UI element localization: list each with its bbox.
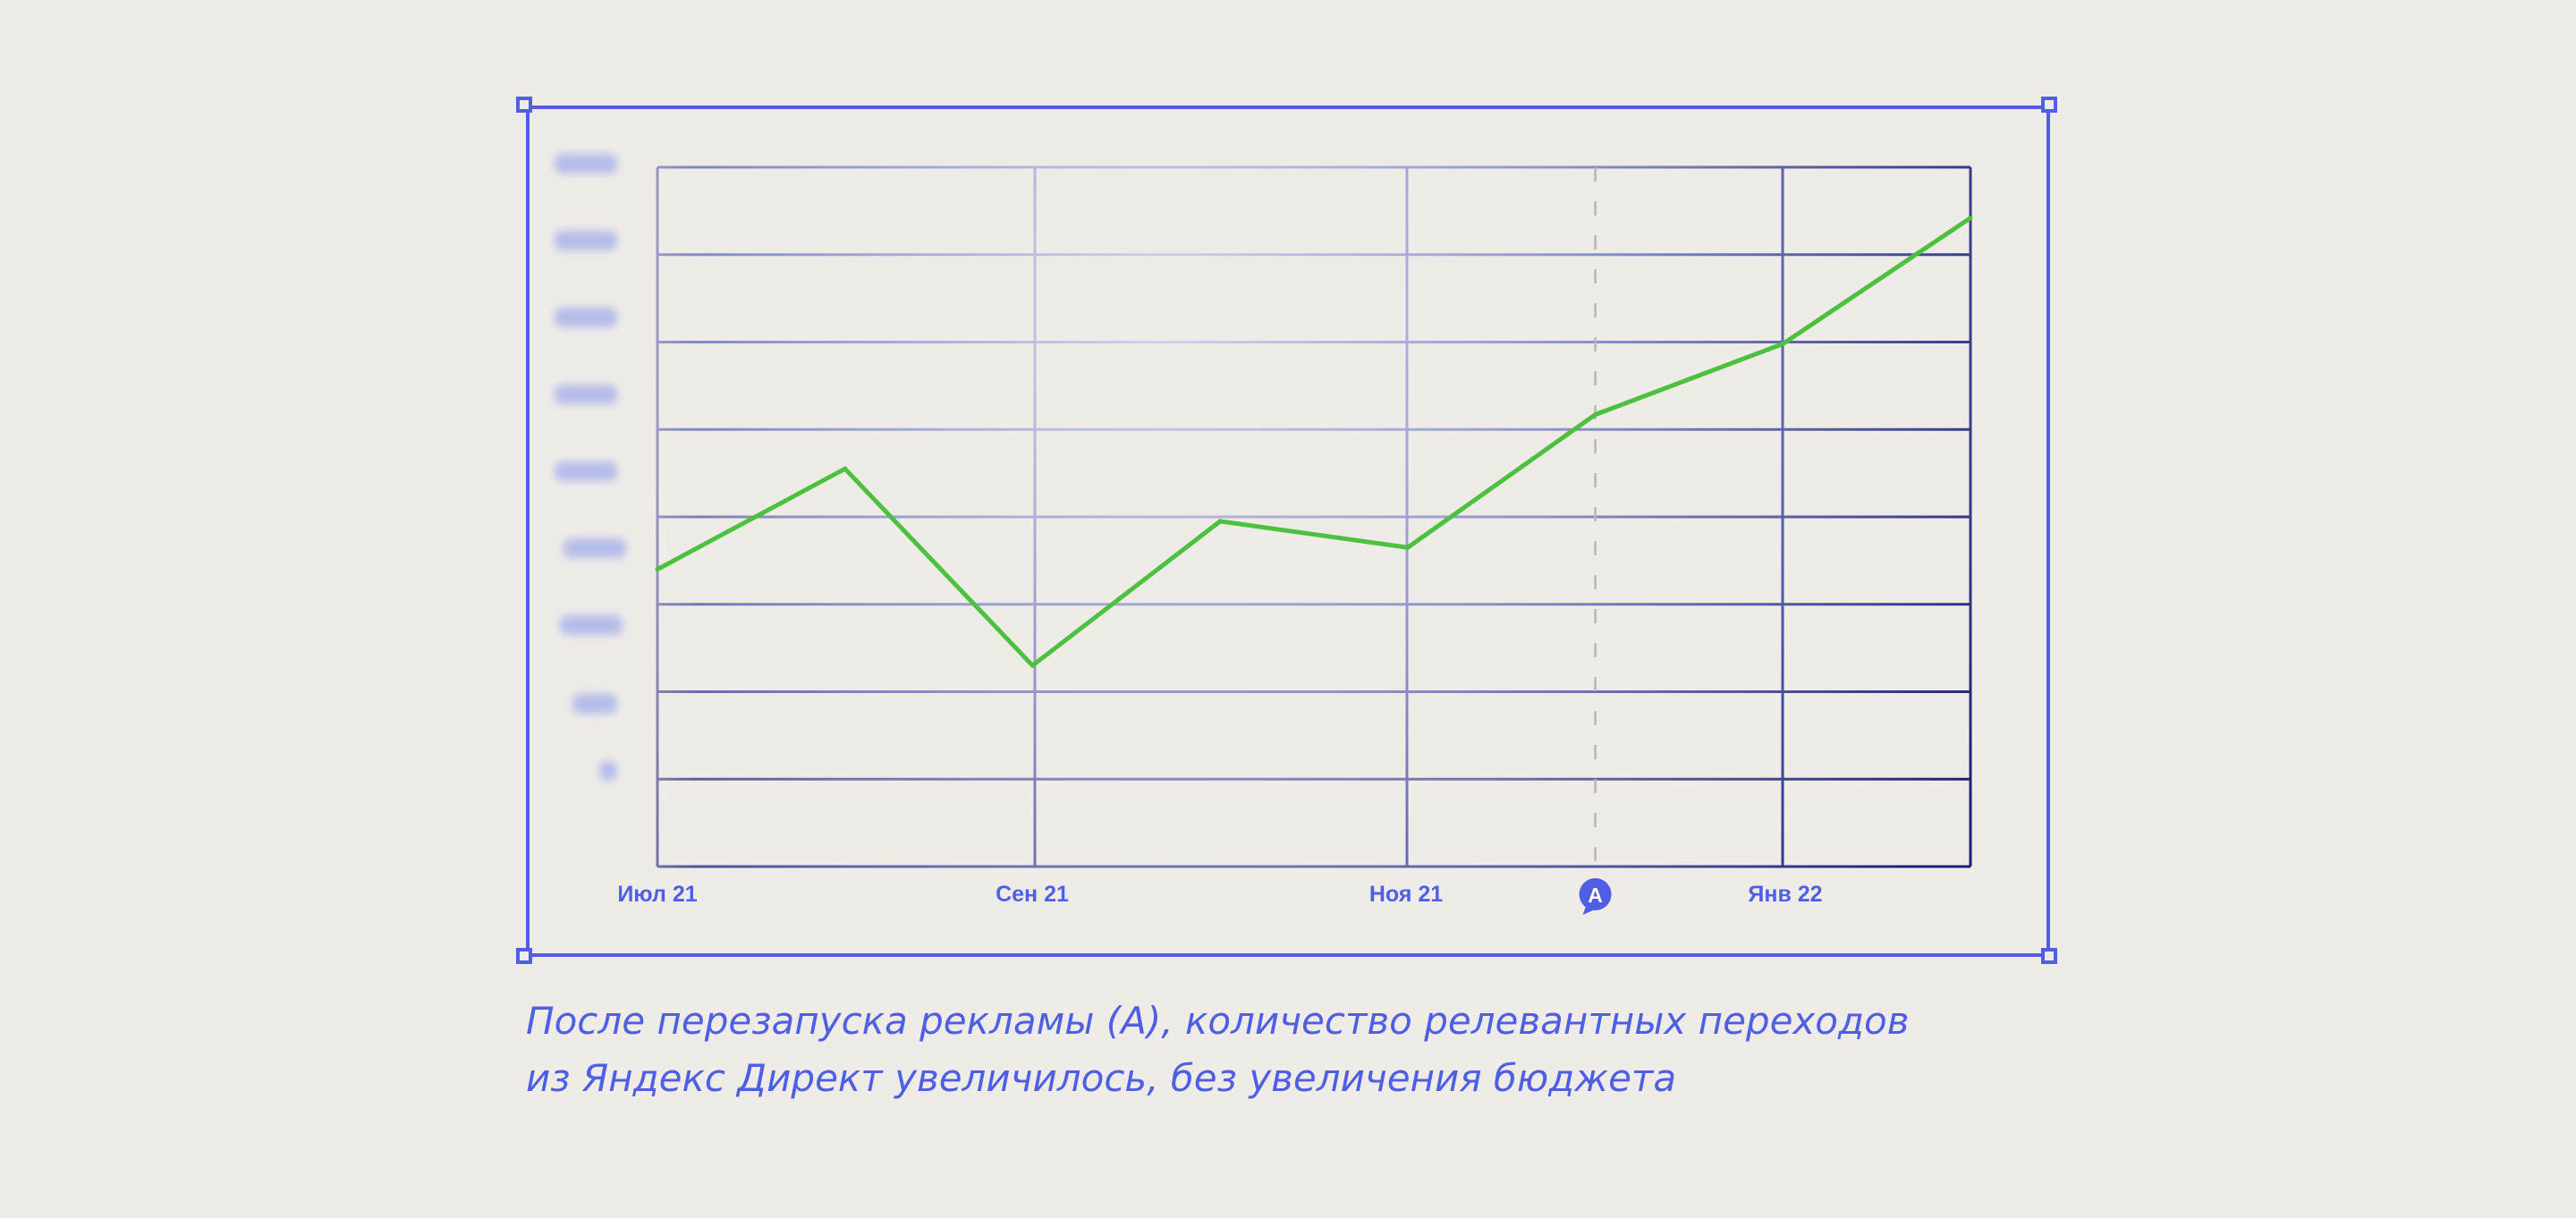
y-tick-label-blurred xyxy=(555,231,617,250)
x-tick-label: Ноя 21 xyxy=(1368,882,1444,907)
annotation-marker-tail xyxy=(1582,905,1597,915)
data-point xyxy=(1405,545,1411,550)
data-point xyxy=(655,567,660,572)
caption-line: После перезапуска рекламы (А), количеств… xyxy=(526,999,1910,1043)
chart-marks: A xyxy=(655,167,1973,915)
y-tick-label-blurred xyxy=(555,308,617,327)
data-line xyxy=(656,216,1972,669)
data-point xyxy=(1968,216,1973,221)
y-tick-label-blurred xyxy=(555,461,617,481)
data-point xyxy=(843,466,848,471)
resize-handle-top-left[interactable] xyxy=(516,97,532,113)
data-point xyxy=(1780,341,1785,346)
annotation-marker-icon: A xyxy=(1579,878,1612,915)
y-tick-label-blurred xyxy=(564,538,626,558)
chart-caption: После перезапуска рекламы (А), количеств… xyxy=(526,993,2136,1107)
data-point xyxy=(1217,519,1223,524)
resize-handle-bottom-right[interactable] xyxy=(2041,948,2057,964)
y-tick-label-blurred xyxy=(599,761,617,781)
y-tick-label-blurred xyxy=(560,615,623,635)
annotation-marker-circle xyxy=(1579,878,1612,910)
x-tick-label: Сен 21 xyxy=(996,882,1069,907)
grid-left-fade xyxy=(537,152,698,881)
data-point xyxy=(1030,663,1035,668)
data-point xyxy=(1593,412,1598,418)
y-tick-label-blurred xyxy=(555,385,617,404)
caption-line: из Яндекс Директ увеличилось, без увелич… xyxy=(526,1056,1677,1100)
selection-frame[interactable] xyxy=(526,106,2050,957)
resize-handle-top-right[interactable] xyxy=(2041,97,2057,113)
x-tick-label: Июл 21 xyxy=(617,882,698,907)
y-tick-label-blurred xyxy=(555,154,617,173)
chart-grid xyxy=(656,165,1972,868)
resize-handle-bottom-left[interactable] xyxy=(516,948,532,964)
annotation-label: A xyxy=(1588,884,1603,907)
x-tick-label: Янв 22 xyxy=(1748,882,1823,907)
y-tick-label-blurred xyxy=(572,694,617,714)
